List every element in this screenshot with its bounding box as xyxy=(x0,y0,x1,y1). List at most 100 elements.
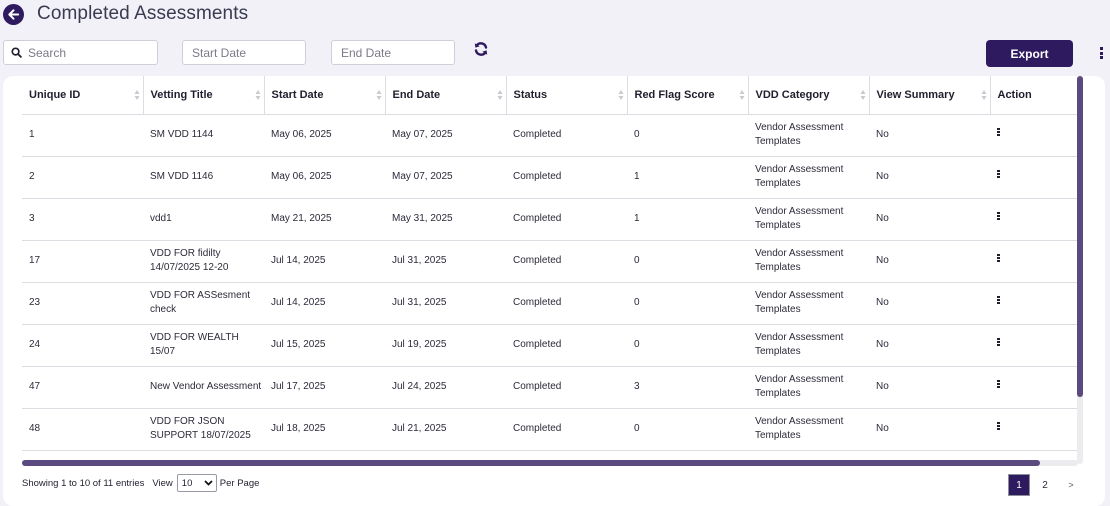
table-header-row: Unique ID Vetting Title Start Date End D… xyxy=(22,76,1078,115)
column-label: Vetting Title xyxy=(150,88,213,101)
sort-icon xyxy=(255,90,260,100)
cell-red-flag-score: 3 xyxy=(627,366,748,409)
table-scroll-area: Unique ID Vetting Title Start Date End D… xyxy=(22,76,1078,454)
row-actions-kebab-icon[interactable] xyxy=(997,170,1000,179)
per-page-value: 10 xyxy=(181,477,193,489)
table-row: 24 VDD FOR WEALTH 15/07 Jul 15, 2025 Jul… xyxy=(22,324,1078,367)
cell-vetting-title: vdd1 xyxy=(143,198,264,241)
entries-summary: Showing 1 to 10 of 11 entries xyxy=(22,477,145,489)
cell-start-date: May 06, 2025 xyxy=(264,156,385,199)
search-input[interactable] xyxy=(28,45,148,60)
cell-red-flag-score: 0 xyxy=(627,114,748,157)
start-date-field[interactable] xyxy=(182,40,306,65)
cell-start-date: Jul 14, 2025 xyxy=(264,240,385,283)
column-header-start-date[interactable]: Start Date xyxy=(264,76,386,115)
row-actions-kebab-icon[interactable] xyxy=(997,380,1000,389)
chevron-down-icon xyxy=(204,480,213,486)
cell-vdd-category: Vendor Assessment Templates xyxy=(748,156,869,199)
cell-end-date: Jul 21, 2025 xyxy=(385,408,506,451)
row-actions-kebab-icon[interactable] xyxy=(997,296,1000,305)
page-button-2[interactable]: 2 xyxy=(1042,479,1048,491)
cell-red-flag-score: 0 xyxy=(627,282,748,325)
cell-status: Completed xyxy=(506,198,627,241)
cell-unique-id: 1 xyxy=(22,114,143,157)
cell-action xyxy=(990,282,1078,325)
more-options-button[interactable] xyxy=(1100,47,1104,61)
column-header-unique-id[interactable]: Unique ID xyxy=(22,76,144,115)
pagination: 1 2 > xyxy=(1008,474,1086,496)
cell-unique-id: 2 xyxy=(22,156,143,199)
cell-start-date: Jul 14, 2025 xyxy=(264,282,385,325)
cell-start-date: Jul 18, 2025 xyxy=(264,408,385,451)
table-row: 47 New Vendor Assessment Jul 17, 2025 Ju… xyxy=(22,366,1078,409)
arrow-left-icon xyxy=(8,8,20,20)
start-date-input[interactable] xyxy=(192,45,302,60)
end-date-input[interactable] xyxy=(341,45,451,60)
per-page-select[interactable]: 10 xyxy=(176,474,217,492)
cell-start-date: Jul 17, 2025 xyxy=(264,366,385,409)
view-label: View xyxy=(152,477,173,489)
refresh-icon xyxy=(474,42,488,56)
cell-vetting-title: VDD FOR fidilty 14/07/2025 12-20 xyxy=(143,240,264,283)
column-header-red-flag-score[interactable]: Red Flag Score xyxy=(627,76,749,115)
search-field[interactable] xyxy=(3,40,158,65)
sort-icon xyxy=(134,90,139,100)
cell-view-summary: No xyxy=(869,408,990,451)
column-header-status[interactable]: Status xyxy=(506,76,628,115)
cell-vdd-category: Vendor Assessment Templates xyxy=(748,366,869,409)
column-label: View Summary xyxy=(876,88,955,101)
next-page-button[interactable]: > xyxy=(1068,480,1074,490)
row-actions-kebab-icon[interactable] xyxy=(997,422,1000,431)
cell-action xyxy=(990,324,1078,367)
cell-start-date: May 06, 2025 xyxy=(264,114,385,157)
table-row: 1 SM VDD 1144 May 06, 2025 May 07, 2025 … xyxy=(22,114,1078,157)
table-row: 17 VDD FOR fidilty 14/07/2025 12-20 Jul … xyxy=(22,240,1078,283)
column-label: Unique ID xyxy=(29,88,81,101)
sort-icon xyxy=(860,90,865,100)
page-button-1[interactable]: 1 xyxy=(1008,474,1030,496)
cell-vdd-category: Vendor Assessment Templates xyxy=(748,114,869,157)
column-header-view-summary[interactable]: View Summary xyxy=(869,76,991,115)
kebab-dot xyxy=(1100,51,1103,55)
column-header-vdd-category[interactable]: VDD Category xyxy=(748,76,870,115)
cell-red-flag-score: 0 xyxy=(627,324,748,367)
assessments-card: Unique ID Vetting Title Start Date End D… xyxy=(3,76,1105,506)
cell-vdd-category: Vendor Assessment Templates xyxy=(748,408,869,451)
column-header-vetting-title[interactable]: Vetting Title xyxy=(143,76,265,115)
cell-end-date: Jul 24, 2025 xyxy=(385,366,506,409)
refresh-button[interactable] xyxy=(473,41,491,59)
row-actions-kebab-icon[interactable] xyxy=(997,254,1000,263)
cell-vetting-title: New Vendor Assessment xyxy=(143,366,264,409)
cell-status: Completed xyxy=(506,282,627,325)
cell-vdd-category: Vendor Assessment Templates xyxy=(748,282,869,325)
column-header-end-date[interactable]: End Date xyxy=(385,76,507,115)
cell-action xyxy=(990,114,1078,157)
cell-vetting-title: SM VDD 1146 xyxy=(143,156,264,199)
column-label: End Date xyxy=(392,88,441,101)
cell-view-summary: No xyxy=(869,156,990,199)
cell-action xyxy=(990,240,1078,283)
cell-vetting-title: VDD FOR WEALTH 15/07 xyxy=(143,324,264,367)
cell-vdd-category: Vendor Assessment Templates xyxy=(748,198,869,241)
horizontal-scrollbar-thumb[interactable] xyxy=(22,460,1040,466)
cell-view-summary: No xyxy=(869,282,990,325)
cell-unique-id: 48 xyxy=(22,408,143,451)
cell-end-date: May 31, 2025 xyxy=(385,198,506,241)
cell-status: Completed xyxy=(506,156,627,199)
cell-end-date: May 07, 2025 xyxy=(385,114,506,157)
cell-status: Completed xyxy=(506,324,627,367)
row-actions-kebab-icon[interactable] xyxy=(997,212,1000,221)
table-row: 48 VDD FOR JSON SUPPORT 18/07/2025 Jul 1… xyxy=(22,408,1078,451)
end-date-field[interactable] xyxy=(331,40,455,65)
row-actions-kebab-icon[interactable] xyxy=(997,338,1000,347)
cell-unique-id: 47 xyxy=(22,366,143,409)
search-icon xyxy=(11,47,22,58)
cell-view-summary: No xyxy=(869,240,990,283)
sort-icon xyxy=(981,90,986,100)
back-button[interactable] xyxy=(3,3,24,25)
vertical-scrollbar-thumb[interactable] xyxy=(1077,76,1083,397)
export-button[interactable]: Export xyxy=(986,40,1073,67)
row-actions-kebab-icon[interactable] xyxy=(997,128,1000,137)
assessments-table: Unique ID Vetting Title Start Date End D… xyxy=(22,76,1078,451)
page-header: Completed Assessments xyxy=(3,2,248,26)
